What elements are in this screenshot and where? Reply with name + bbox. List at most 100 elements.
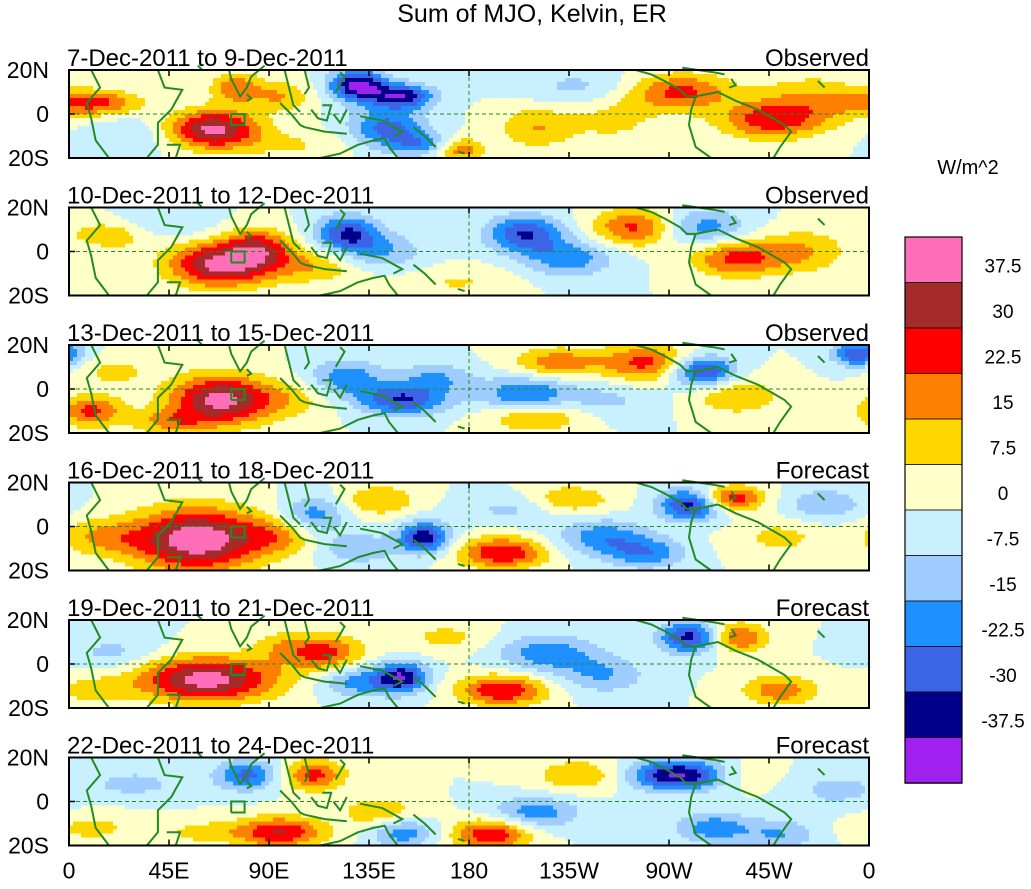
- heatmap-cell: [433, 126, 462, 131]
- coastline: [304, 401, 347, 410]
- heatmap-cell: [593, 526, 618, 531]
- heatmap-cell: [81, 227, 126, 232]
- heatmap-cell: [605, 223, 626, 228]
- heatmap-cell: [625, 538, 654, 543]
- heatmap-cell: [309, 506, 318, 511]
- heatmap-cell: [249, 134, 262, 139]
- heatmap-field: [69, 757, 870, 846]
- heatmap-cell: [177, 829, 230, 834]
- coastline: [85, 344, 110, 434]
- heatmap-cell: [305, 393, 322, 398]
- heatmap-cell: [781, 494, 802, 499]
- heatmap-cell: [397, 817, 438, 822]
- heatmap-cell: [349, 676, 370, 681]
- heatmap-cell: [333, 239, 350, 244]
- heatmap-cell: [797, 138, 862, 143]
- heatmap-cell: [553, 833, 682, 838]
- heatmap-cell: [853, 506, 870, 511]
- heatmap-cell: [205, 146, 234, 151]
- heatmap-cell: [297, 530, 310, 535]
- heatmap-cell: [429, 146, 438, 151]
- heatmap-cell: [97, 405, 114, 410]
- heatmap-cell: [169, 522, 230, 527]
- heatmap-cell: [169, 640, 258, 645]
- heatmap-cell: [345, 777, 454, 782]
- heatmap-cell: [261, 267, 278, 272]
- colorbar-swatch: [904, 509, 963, 557]
- heatmap-cell: [237, 546, 262, 551]
- heatmap-cell: [297, 550, 314, 555]
- heatmap-cell: [713, 530, 762, 535]
- heatmap-cell: [509, 538, 534, 543]
- heatmap-cell: [685, 773, 702, 778]
- heatmap-cell: [69, 676, 102, 681]
- heatmap-cell: [253, 833, 302, 838]
- heatmap-cell: [313, 86, 326, 91]
- heatmap-cell: [669, 377, 678, 382]
- heatmap-cell: [329, 82, 338, 87]
- heatmap-cell: [517, 829, 526, 834]
- heatmap-cell: [701, 345, 834, 350]
- heatmap-cell: [413, 110, 430, 115]
- heatmap-cell: [549, 142, 858, 147]
- heatmap-cell: [273, 522, 286, 527]
- heatmap-cell: [413, 134, 430, 139]
- heatmap-cell: [453, 781, 494, 786]
- heatmap-cell: [481, 357, 518, 362]
- heatmap-cell: [429, 833, 442, 838]
- heatmap-cell: [761, 684, 798, 689]
- heatmap-cell: [613, 668, 638, 673]
- heatmap-cell: [673, 211, 690, 216]
- heatmap-cell: [73, 369, 98, 374]
- heatmap-cell: [325, 498, 342, 503]
- heatmap-cell: [453, 134, 510, 139]
- heatmap-cell: [401, 106, 422, 111]
- heatmap-cell: [361, 409, 382, 414]
- heatmap-cell: [805, 534, 866, 539]
- coastline: [279, 239, 306, 266]
- heatmap-cell: [341, 514, 358, 519]
- heatmap-cell: [233, 393, 254, 398]
- heatmap-cell: [729, 522, 822, 527]
- heatmap-cell: [525, 494, 546, 499]
- coastline: [635, 344, 696, 373]
- heatmap-cell: [433, 413, 466, 418]
- coastline: [228, 202, 266, 236]
- heatmap-cell: [233, 757, 258, 762]
- heatmap-cell: [609, 510, 654, 515]
- heatmap-cell: [481, 235, 494, 240]
- heatmap-cell: [813, 134, 866, 139]
- heatmap-cell: [173, 636, 266, 641]
- heatmap-cell: [633, 86, 650, 91]
- heatmap-cell: [705, 514, 718, 519]
- heatmap-cell: [313, 692, 342, 697]
- heatmap-cell: [153, 680, 170, 685]
- heatmap-cell: [593, 271, 650, 276]
- heatmap-cell: [681, 502, 694, 507]
- heatmap-cell: [593, 546, 618, 551]
- heatmap-cell: [849, 357, 866, 362]
- heatmap-cell: [561, 401, 582, 406]
- heatmap-cell: [401, 522, 418, 527]
- heatmap-cell: [641, 757, 714, 762]
- heatmap-cell: [289, 777, 298, 782]
- heatmap-cell: [745, 684, 762, 689]
- heatmap-cell: [577, 385, 634, 390]
- heatmap-cell: [249, 413, 270, 418]
- heatmap-cell: [337, 785, 450, 790]
- heatmap-cell: [105, 345, 286, 350]
- heatmap-cell: [93, 106, 122, 111]
- heatmap-cell: [845, 377, 870, 382]
- heatmap-cell: [553, 243, 574, 248]
- heatmap-cell: [549, 554, 566, 559]
- heatmap-cell: [761, 829, 782, 834]
- heatmap-cell: [305, 409, 338, 414]
- heatmap-cell: [253, 142, 306, 147]
- heatmap-cell: [409, 530, 418, 535]
- heatmap-cell: [473, 373, 534, 378]
- heatmap-cell: [449, 486, 514, 491]
- heatmap-cell: [401, 696, 434, 701]
- heatmap-cell: [181, 130, 194, 135]
- heatmap-cell: [453, 801, 502, 806]
- heatmap-cell: [745, 498, 758, 503]
